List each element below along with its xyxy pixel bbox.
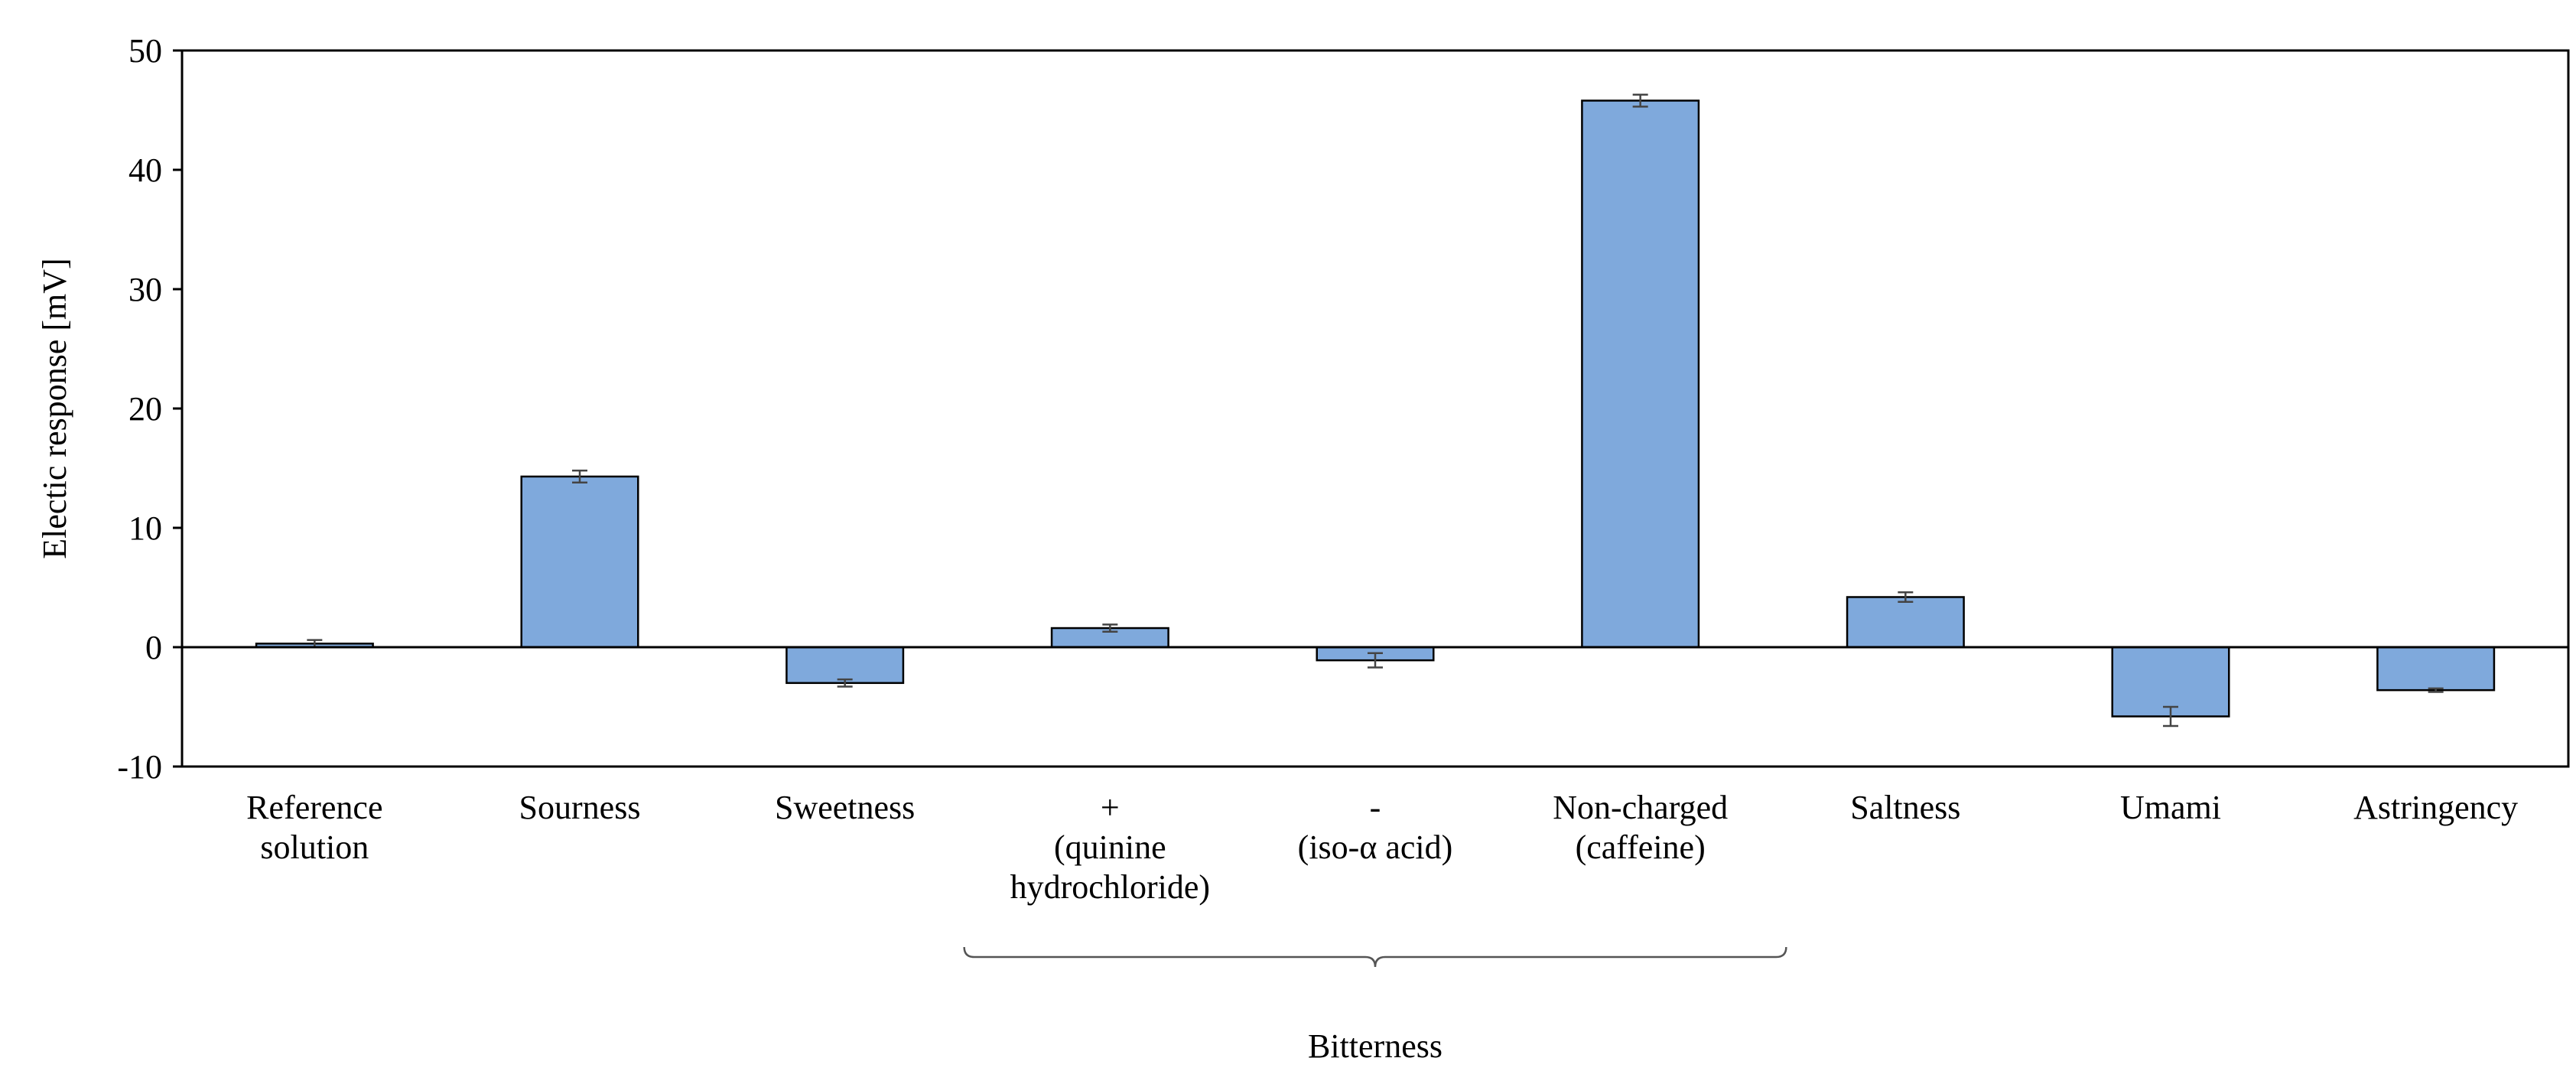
x-category-label-line: Sourness — [519, 789, 641, 826]
x-category-label: Astringency — [2353, 789, 2518, 826]
y-tick-label: 0 — [145, 629, 162, 666]
x-category-label: + (quinine hydrochloride) — [1010, 789, 1210, 906]
x-category-label-line: solution — [260, 828, 369, 866]
error-bar — [1632, 93, 1648, 108]
error-bar — [2428, 687, 2444, 693]
y-tick-label: 30 — [128, 271, 162, 308]
x-category-label-line: Saltness — [1850, 789, 1960, 826]
x-category-label-line: Umami — [2120, 789, 2221, 826]
x-axis-category-labels: Reference solution Sourness Sweetness + (quin… — [246, 789, 2518, 906]
error-bar — [1898, 591, 1914, 603]
error-bar — [1102, 623, 1118, 633]
y-tick-label: 20 — [128, 390, 162, 428]
x-category-label: Sweetness — [775, 789, 915, 826]
bitterness-group-brace — [963, 946, 1787, 968]
y-axis-title: Electic response [mV] — [36, 258, 73, 558]
bar — [1581, 99, 1700, 649]
x-category-label-line: Non-charged — [1553, 789, 1728, 826]
error-bar — [572, 469, 587, 483]
y-tick-label: 10 — [128, 509, 162, 547]
x-category-label-line: Reference — [246, 789, 382, 826]
x-category-label: Non-charged (caffeine) — [1553, 789, 1728, 866]
bar — [785, 646, 905, 685]
x-category-label: Saltness — [1850, 789, 1960, 826]
bar — [520, 475, 639, 649]
x-category-label: Reference solution — [246, 789, 382, 866]
plot-area-frame — [181, 49, 2570, 768]
error-bar — [837, 678, 853, 688]
x-category-label: -(iso-α acid) — [1298, 789, 1453, 866]
y-tick-label: -10 — [117, 748, 162, 786]
error-bar — [1368, 652, 1383, 669]
y-tick-label: 40 — [128, 151, 162, 189]
bars — [255, 99, 2496, 718]
bitterness-group-label: Bitterness — [1308, 1027, 1442, 1065]
x-category-label-line: - — [1370, 789, 1381, 826]
x-category-label-line: hydrochloride) — [1010, 868, 1210, 906]
bar — [1846, 596, 1965, 649]
y-tick-label: 50 — [128, 32, 162, 70]
x-category-label-line: Astringency — [2353, 789, 2518, 826]
x-category-label: Sourness — [519, 789, 641, 826]
x-category-label: Umami — [2120, 789, 2221, 826]
x-category-label-line: + — [1101, 789, 1120, 826]
bar — [2376, 646, 2496, 692]
y-axis-ticks: 50 40 30 20 10 0 -10 — [117, 32, 182, 786]
x-category-label-line: (quinine — [1054, 828, 1166, 866]
x-category-label-line: Sweetness — [775, 789, 915, 826]
x-category-label-line: (iso-α acid) — [1298, 828, 1453, 866]
x-category-label-line: (caffeine) — [1576, 828, 1706, 866]
error-bar — [2163, 705, 2178, 728]
